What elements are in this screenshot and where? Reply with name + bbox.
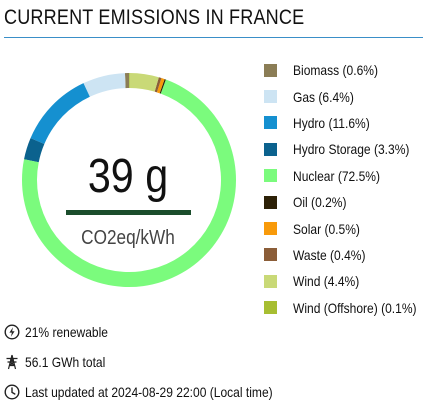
- legend-item-gas[interactable]: Gas (6.4%): [264, 83, 423, 109]
- legend-label: Wind (Offshore) (0.1%): [293, 299, 417, 316]
- legend-item-solar[interactable]: Solar (0.5%): [264, 215, 423, 241]
- clock-icon: [4, 384, 20, 400]
- title-divider: [4, 37, 423, 38]
- legend-swatch: [264, 301, 277, 315]
- legend-item-wind-offshore[interactable]: Wind (Offshore) (0.1%): [264, 295, 423, 321]
- legend-swatch: [264, 222, 277, 236]
- legend-item-wind[interactable]: Wind (4.4%): [264, 268, 423, 294]
- legend-label: Gas (6.4%): [293, 88, 354, 105]
- donut-slice-solar[interactable]: [156, 78, 165, 94]
- donut-slice-hydro-storage[interactable]: [24, 138, 45, 163]
- legend-item-nuclear[interactable]: Nuclear (72.5%): [264, 163, 423, 189]
- legend-item-biomass[interactable]: Biomass (0.6%): [264, 57, 423, 83]
- intensity-bar: [66, 210, 191, 215]
- legend-label: Waste (0.4%): [293, 246, 366, 263]
- legend-label: Nuclear (72.5%): [293, 167, 380, 184]
- power-tower-icon: [6, 354, 18, 370]
- legend-item-hydro[interactable]: Hydro (11.6%): [264, 110, 423, 136]
- legend-swatch: [264, 169, 277, 183]
- legend-label: Wind (4.4%): [293, 273, 360, 290]
- donut-slice-gas[interactable]: [83, 73, 126, 97]
- legend-item-oil[interactable]: Oil (0.2%): [264, 189, 423, 215]
- legend-item-hydro-storage[interactable]: Hydro Storage (3.3%): [264, 136, 423, 162]
- donut-slice-wind[interactable]: [129, 73, 159, 92]
- donut-slices: [22, 73, 237, 287]
- renewable-share-text: 21% renewable: [25, 324, 109, 340]
- legend-item-waste[interactable]: Waste (0.4%): [264, 242, 423, 268]
- donut-slice-waste[interactable]: [154, 77, 162, 93]
- legend-swatch: [264, 63, 277, 77]
- page-title: CURRENT EMISSIONS IN FRANCE: [4, 6, 305, 29]
- legend-label: Hydro (11.6%): [293, 114, 370, 131]
- total-energy-row: 56.1 GWh total: [4, 352, 313, 372]
- donut-slice-biomass[interactable]: [124, 73, 129, 89]
- legend-swatch: [264, 195, 277, 209]
- last-updated-text: Last updated at 2024-08-29 22:00 (Local …: [25, 384, 273, 400]
- legend-swatch: [264, 248, 277, 262]
- legend-label: Hydro Storage (3.3%): [293, 141, 410, 158]
- legend-swatch: [264, 274, 277, 288]
- legend-swatch: [264, 116, 277, 130]
- donut-slice-oil[interactable]: [159, 79, 166, 94]
- legend-label: Oil (0.2%): [293, 194, 347, 211]
- legend-swatch: [264, 142, 277, 156]
- chart-legend: Biomass (0.6%) Gas (6.4%) Hydro (11.6%) Hyd…: [264, 57, 423, 321]
- donut-slice-hydro[interactable]: [30, 83, 90, 144]
- lightning-circle-icon: [4, 324, 20, 340]
- legend-label: Solar (0.5%): [293, 220, 360, 237]
- emissions-donut-chart: 39 g CO2eq/kWh: [22, 73, 237, 287]
- legend-swatch: [264, 90, 277, 104]
- intensity-unit: CO2eq/kWh: [81, 226, 175, 249]
- renewable-share-row: 21% renewable: [4, 322, 313, 342]
- donut-slice-wind-offshore[interactable]: [129, 73, 130, 89]
- total-energy-text: 56.1 GWh total: [25, 354, 106, 370]
- intensity-value: 39 g: [88, 149, 168, 203]
- legend-label: Biomass (0.6%): [293, 62, 378, 79]
- last-updated-row: Last updated at 2024-08-29 22:00 (Local …: [4, 382, 313, 402]
- footer: 21% renewable 56.1 GWh total Last update…: [4, 322, 313, 402]
